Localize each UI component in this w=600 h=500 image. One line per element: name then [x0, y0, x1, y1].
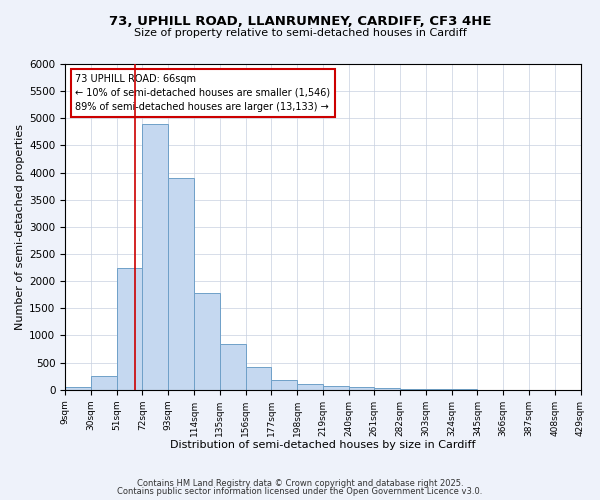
- Bar: [168, 178, 194, 390]
- Bar: [194, 293, 220, 390]
- Bar: [426, 389, 452, 390]
- Y-axis label: Number of semi-detached properties: Number of semi-detached properties: [15, 124, 25, 330]
- Bar: [116, 268, 142, 390]
- Bar: [349, 387, 374, 390]
- Bar: [297, 384, 323, 390]
- Text: Contains public sector information licensed under the Open Government Licence v3: Contains public sector information licen…: [118, 487, 482, 496]
- Text: Size of property relative to semi-detached houses in Cardiff: Size of property relative to semi-detach…: [134, 28, 466, 38]
- Bar: [400, 389, 426, 390]
- Bar: [65, 387, 91, 390]
- Bar: [91, 376, 116, 390]
- X-axis label: Distribution of semi-detached houses by size in Cardiff: Distribution of semi-detached houses by …: [170, 440, 476, 450]
- Bar: [323, 386, 349, 390]
- Bar: [220, 344, 245, 390]
- Bar: [245, 367, 271, 390]
- Bar: [142, 124, 168, 390]
- Text: 73 UPHILL ROAD: 66sqm
← 10% of semi-detached houses are smaller (1,546)
89% of s: 73 UPHILL ROAD: 66sqm ← 10% of semi-deta…: [76, 74, 331, 112]
- Bar: [271, 380, 297, 390]
- Text: Contains HM Land Registry data © Crown copyright and database right 2025.: Contains HM Land Registry data © Crown c…: [137, 478, 463, 488]
- Bar: [374, 388, 400, 390]
- Text: 73, UPHILL ROAD, LLANRUMNEY, CARDIFF, CF3 4HE: 73, UPHILL ROAD, LLANRUMNEY, CARDIFF, CF…: [109, 15, 491, 28]
